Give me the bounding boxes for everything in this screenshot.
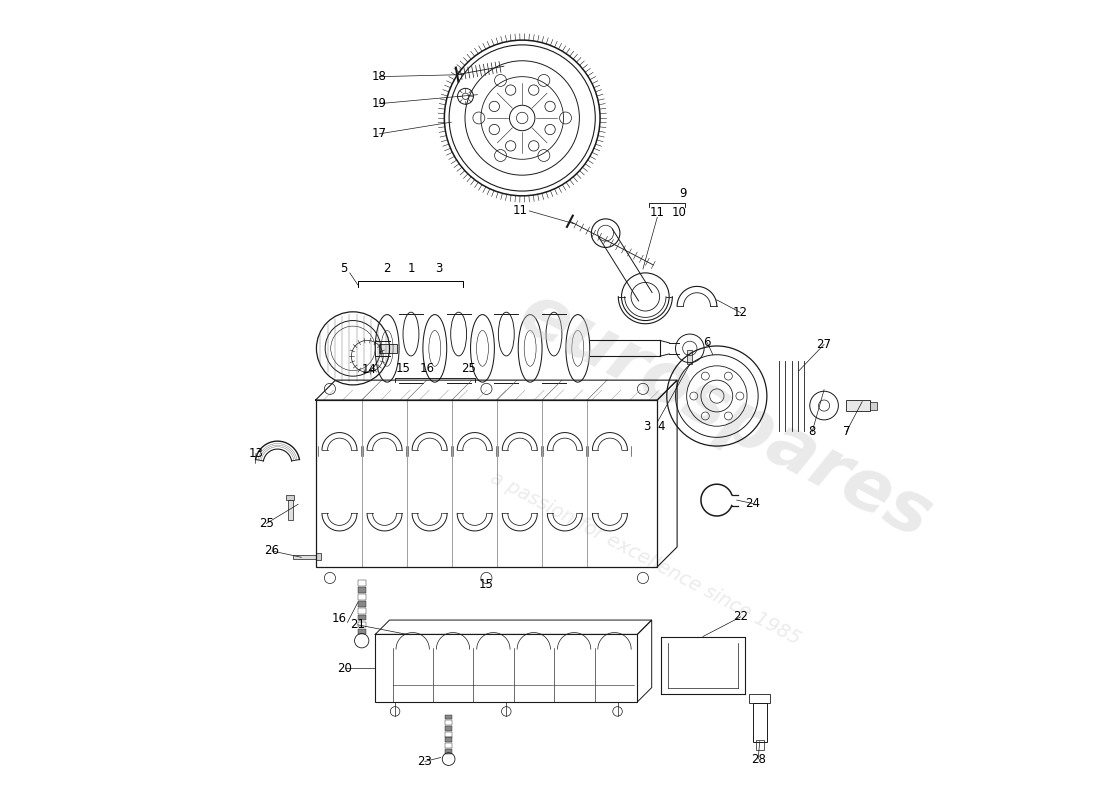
Text: 28: 28 — [750, 753, 766, 766]
Text: 14: 14 — [362, 363, 377, 376]
Bar — [446, 749, 452, 754]
Bar — [749, 694, 770, 703]
Bar — [375, 634, 637, 702]
Bar — [358, 601, 365, 606]
Bar — [752, 703, 767, 742]
Bar — [446, 732, 452, 737]
Bar — [316, 400, 658, 567]
Bar — [446, 714, 452, 719]
Text: 16: 16 — [332, 612, 346, 625]
Text: 25: 25 — [461, 362, 475, 374]
Bar — [688, 350, 692, 364]
Text: 12: 12 — [734, 306, 748, 319]
Bar — [288, 500, 293, 520]
Text: 3: 3 — [644, 420, 650, 433]
Text: 7: 7 — [843, 426, 850, 438]
Text: 6: 6 — [704, 336, 711, 350]
Text: 5: 5 — [340, 262, 348, 275]
Bar — [358, 594, 365, 600]
Text: 2: 2 — [384, 262, 390, 275]
Bar — [446, 743, 452, 748]
Bar — [358, 629, 365, 634]
Text: 4: 4 — [658, 420, 666, 433]
Bar — [358, 587, 365, 593]
Text: 27: 27 — [816, 338, 832, 351]
Bar — [286, 495, 294, 500]
Text: eurospares: eurospares — [507, 278, 943, 554]
Bar — [870, 402, 877, 410]
Bar — [379, 343, 397, 353]
Text: 26: 26 — [264, 545, 279, 558]
Bar — [358, 622, 365, 627]
Text: 11: 11 — [650, 206, 664, 219]
Text: 3: 3 — [436, 262, 442, 275]
Bar — [446, 738, 452, 742]
Text: 19: 19 — [372, 97, 387, 110]
Bar — [446, 726, 452, 731]
Bar — [294, 555, 316, 559]
Text: 17: 17 — [372, 127, 387, 140]
Bar — [756, 740, 763, 750]
Text: 18: 18 — [372, 70, 386, 83]
Text: 23: 23 — [417, 755, 432, 768]
Bar — [358, 608, 365, 614]
Text: a passion for excellence since 1985: a passion for excellence since 1985 — [487, 469, 804, 649]
Text: 15: 15 — [396, 362, 410, 374]
Text: 21: 21 — [350, 618, 365, 631]
Text: 20: 20 — [338, 662, 352, 674]
Text: 15: 15 — [478, 578, 494, 591]
Text: 25: 25 — [258, 517, 274, 530]
Text: 13: 13 — [249, 447, 264, 460]
Text: 16: 16 — [419, 362, 435, 374]
Bar — [358, 580, 365, 586]
Bar — [446, 720, 452, 725]
Text: 8: 8 — [808, 426, 816, 438]
Text: 1: 1 — [407, 262, 415, 275]
Text: 22: 22 — [734, 610, 748, 623]
Text: 9: 9 — [680, 187, 686, 200]
Text: 10: 10 — [671, 206, 686, 219]
Text: 24: 24 — [745, 497, 760, 510]
Bar — [846, 400, 870, 411]
Text: 11: 11 — [513, 205, 527, 218]
Bar — [358, 615, 365, 621]
Bar — [316, 554, 321, 561]
